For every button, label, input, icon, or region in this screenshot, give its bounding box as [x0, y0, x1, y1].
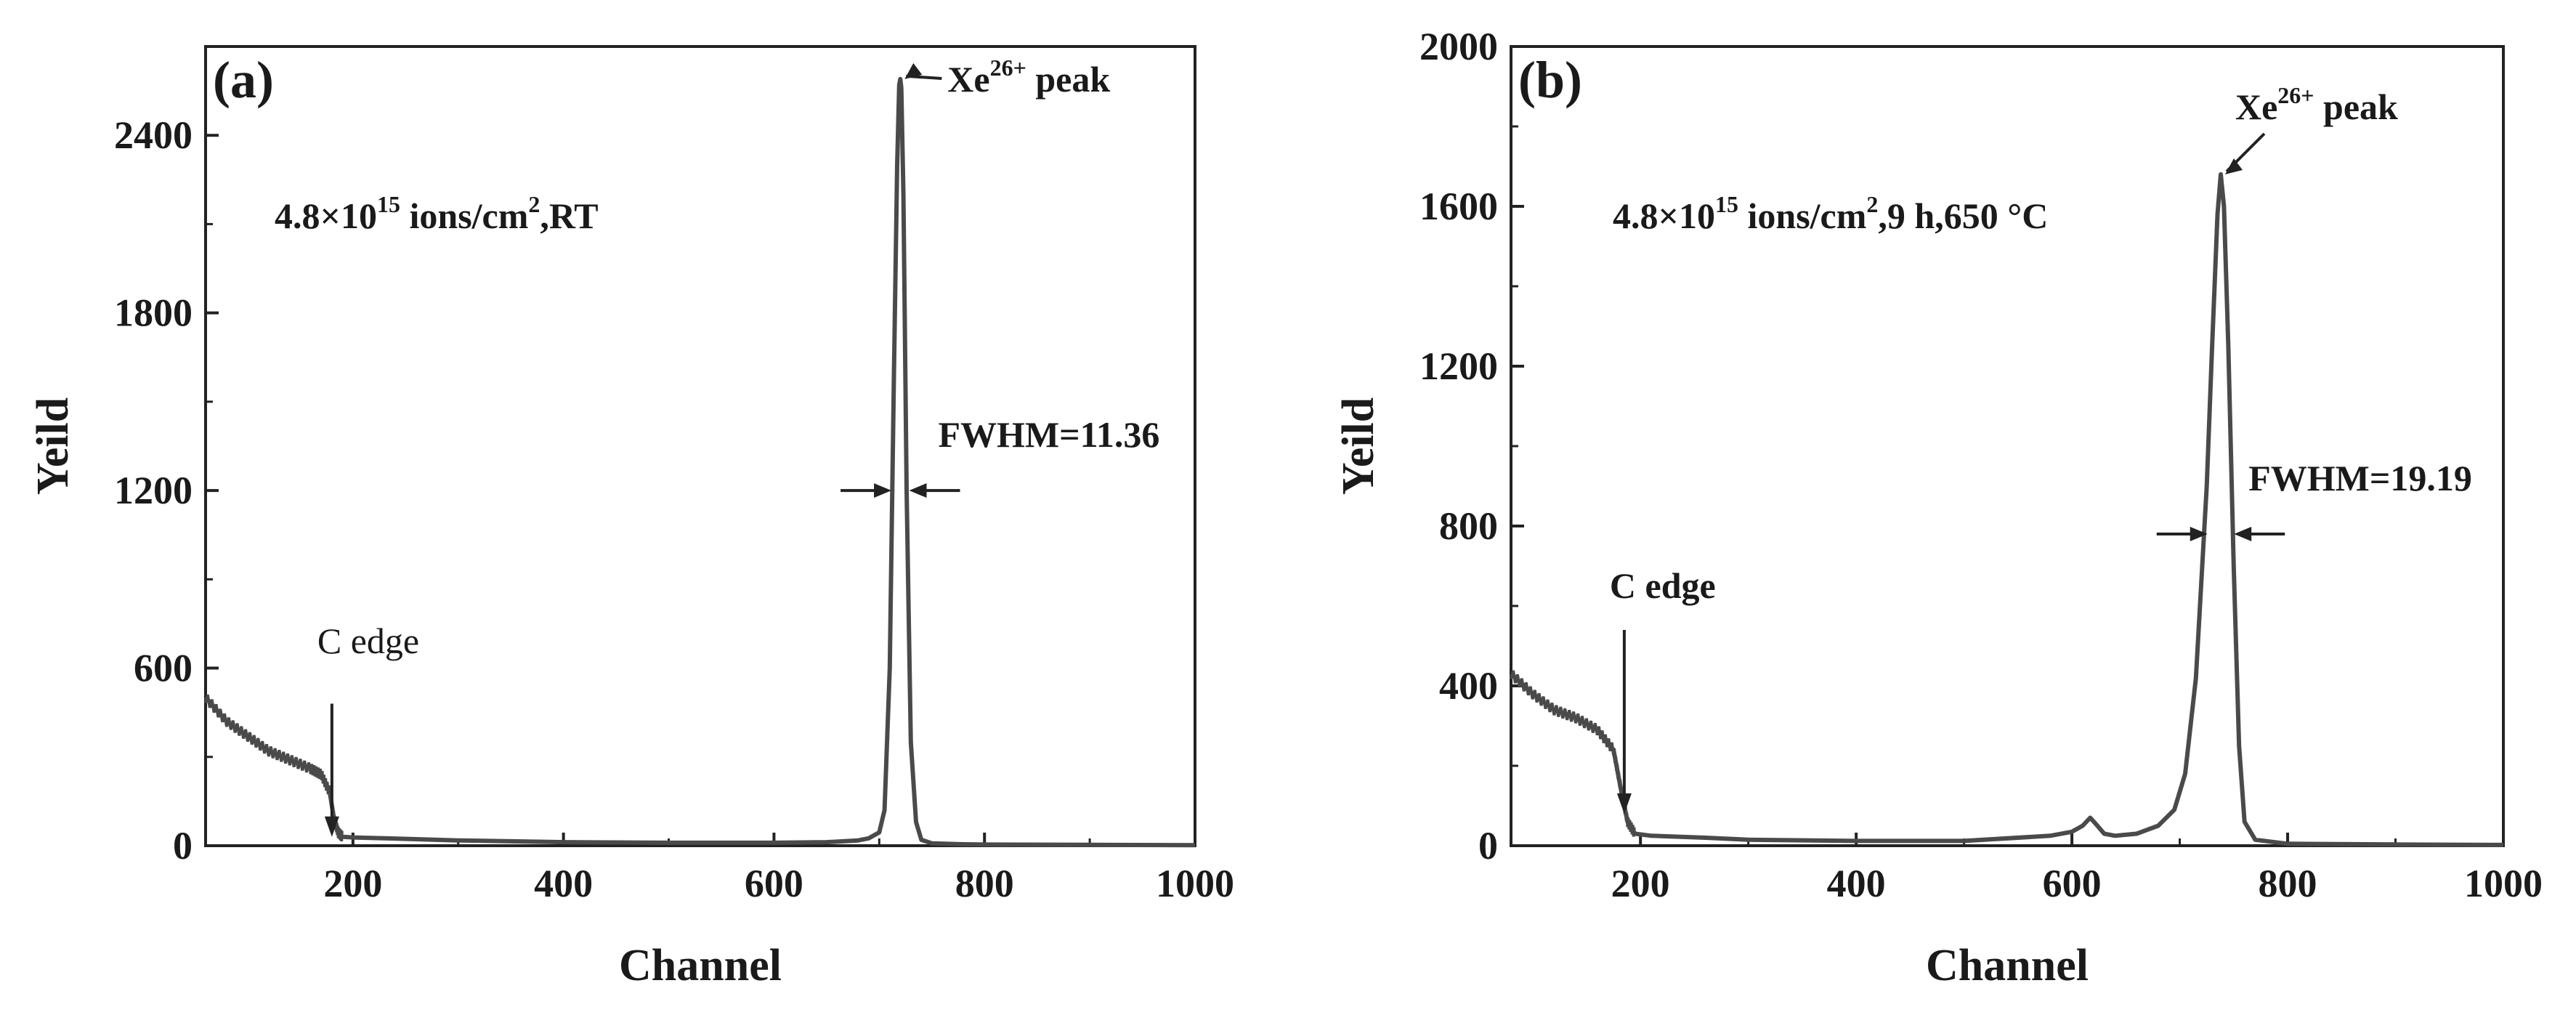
x-axis-title: Channel: [619, 941, 782, 990]
c-edge-arrowhead: [324, 816, 339, 837]
x-tick-label: 600: [745, 862, 803, 905]
c-edge-arrowhead: [1616, 793, 1632, 814]
y-tick-label: 1600: [1419, 185, 1498, 228]
peak-label: Xe26+ peak: [2235, 82, 2398, 127]
peak-arrowhead: [2224, 158, 2243, 174]
spectrum-line: [203, 76, 1196, 848]
spectrum-line: [1509, 172, 2504, 847]
y-tick-label: 2000: [1419, 25, 1498, 68]
chart-panel-a: 200 400 600 800 1000 0 600 1200 1800 2400 Channel Y…: [28, 45, 1234, 990]
x-tick-label: 200: [323, 862, 382, 905]
peak-label: Xe26+ peak: [947, 54, 1110, 100]
fwhm-label: FWHM=11.36: [939, 414, 1160, 455]
fwhm-label: FWHM=19.19: [2248, 458, 2472, 498]
panel-label: (b): [1518, 51, 1582, 109]
y-tick-label: 1200: [1419, 344, 1498, 388]
y-axis-title: Yeild: [1334, 397, 1383, 495]
x-tick-label: 400: [1827, 862, 1886, 905]
panel-label: (a): [213, 51, 274, 109]
y-tick-label: 400: [1439, 664, 1498, 708]
spectrum-noise: [204, 694, 344, 841]
y-tick-label: 1200: [114, 469, 193, 512]
c-edge-label: C edge: [1610, 565, 1716, 606]
plot-frame: [1510, 45, 2505, 847]
x-tick-label: 400: [534, 862, 593, 905]
fwhm-left-arrowhead: [2190, 527, 2208, 541]
y-axis-title: Yeild: [28, 397, 78, 495]
fwhm-left-arrowhead: [874, 483, 892, 498]
x-tick-label: 200: [1611, 862, 1670, 905]
x-tick-label: 800: [2259, 862, 2317, 905]
plot-frame: [204, 45, 1196, 847]
fwhm-right-arrowhead: [2234, 527, 2252, 541]
c-edge-label: C edge: [317, 620, 419, 661]
y-tick-label: 600: [134, 647, 193, 690]
y-tick-label: 1800: [114, 291, 193, 335]
x-tick-label: 1000: [2464, 862, 2543, 905]
condition-annotation: 4.8×1015 ions/cm2,9 h,650 °C: [1613, 191, 2048, 236]
peak-arrowhead: [904, 62, 923, 79]
y-tick-label: 0: [173, 824, 193, 868]
x-axis-title: Channel: [1926, 941, 2089, 990]
y-tick-label: 2400: [114, 113, 193, 157]
x-tick-label: 1000: [1156, 862, 1234, 905]
x-tick-label: 600: [2043, 862, 2102, 905]
condition-annotation: 4.8×1015 ions/cm2,RT: [275, 191, 599, 236]
chart-panel-b: 200 400 600 800 1000 0 400 800 1200 1600 2000 Chann…: [1334, 25, 2543, 990]
y-tick-label: 800: [1439, 504, 1498, 548]
x-tick-label: 800: [955, 862, 1014, 905]
spectrum-noise: [1510, 670, 1636, 837]
y-tick-label: 0: [1478, 824, 1498, 868]
fwhm-right-arrowhead: [909, 483, 927, 498]
